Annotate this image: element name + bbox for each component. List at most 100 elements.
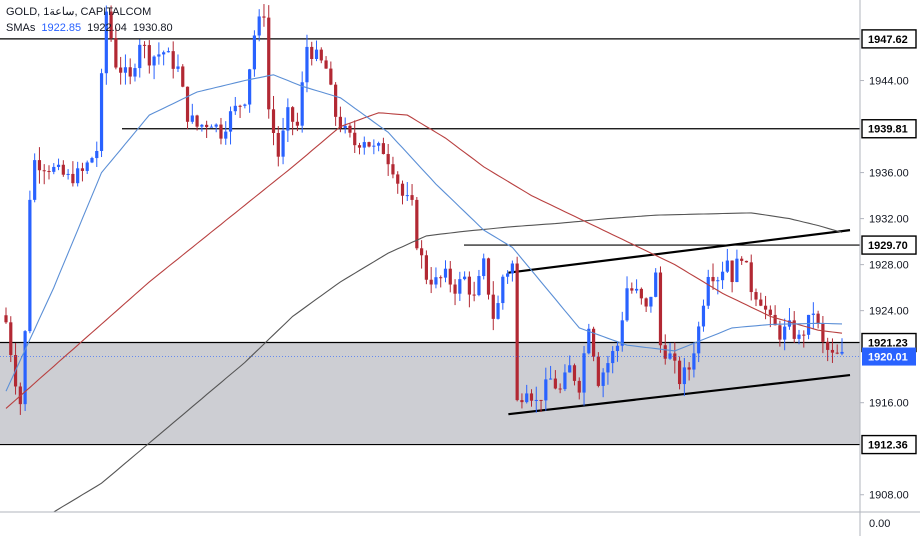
candle-body [147, 45, 151, 66]
candle-body [611, 351, 615, 364]
level-badge-label: 1929.70 [868, 240, 908, 252]
candle-body [9, 322, 13, 356]
candle-body [138, 44, 142, 69]
candle-body [778, 325, 782, 340]
candle-body [677, 360, 682, 385]
candle-body [37, 160, 42, 171]
candle-body [271, 109, 276, 133]
y-tick-label: 1932.00 [869, 214, 909, 226]
candle-body [128, 67, 132, 77]
candle-body [453, 284, 457, 294]
candle-body [515, 263, 519, 401]
symbol-title[interactable]: GOLD, 1ساعة, CAPITALCOM [6, 6, 152, 18]
candle-body [195, 115, 199, 127]
candle-body [735, 258, 739, 283]
level-badge-box [861, 434, 917, 455]
candle-body [396, 174, 400, 184]
candle-body [4, 315, 8, 323]
candle-body [314, 49, 319, 59]
candle-body [372, 145, 376, 147]
candle-body [209, 126, 214, 128]
candle-body [630, 288, 634, 291]
candle-body [744, 260, 749, 263]
candle-body [525, 393, 529, 403]
candle-body [754, 292, 758, 300]
candle-body [267, 17, 271, 110]
candle-body [448, 268, 452, 285]
y-tick-label: 1908.00 [869, 490, 909, 502]
candle-body [405, 195, 409, 197]
candle-body [458, 279, 462, 294]
candle-body [123, 67, 128, 73]
candle-body [768, 309, 772, 315]
level-badge-label: 1939.81 [868, 124, 908, 136]
candle-body [171, 51, 175, 69]
candle-body [730, 260, 734, 283]
candle-body [214, 124, 218, 127]
candle-body [295, 121, 300, 126]
candle-body [386, 154, 390, 165]
candle-body [90, 158, 94, 163]
candle-body [42, 170, 46, 172]
candle-body [133, 68, 137, 77]
candle-body [587, 328, 591, 354]
level-badge: 1921.23 [861, 332, 917, 353]
candle-body [482, 258, 486, 277]
candle-body [687, 367, 691, 370]
current-price-label: 1920.01 [868, 352, 908, 364]
candle-body [620, 320, 624, 346]
candle-body [568, 365, 572, 373]
level-badge: 1939.81 [861, 119, 917, 139]
level-badge-label: 1947.62 [868, 34, 908, 46]
candle-body [61, 164, 65, 175]
candle-body [826, 341, 830, 350]
candle-body [816, 313, 820, 324]
candle-body [157, 54, 161, 57]
candle-body [625, 288, 629, 321]
candle-body [291, 107, 295, 122]
candle-body [606, 363, 610, 373]
candle-body [28, 199, 32, 332]
candle-body [491, 294, 495, 319]
candle-body [615, 345, 620, 352]
candle-body [434, 277, 438, 285]
sma-slow-line [53, 212, 843, 513]
candle-body [467, 276, 471, 295]
candle-body [114, 38, 118, 68]
candle-body [534, 399, 538, 401]
candle-body [601, 372, 605, 386]
candle-body [367, 142, 371, 147]
level-badge: 1912.36 [861, 434, 917, 455]
candle-body [835, 352, 839, 354]
indicator-pane-label: 0.00 [869, 518, 890, 530]
sma-label[interactable]: SMAs [6, 22, 36, 34]
candle-body [338, 116, 342, 128]
candle-body [52, 166, 56, 172]
support-zone [0, 342, 860, 445]
candle-body [591, 328, 596, 357]
candle-body [520, 400, 524, 403]
candle-body [658, 272, 663, 346]
candle-body [228, 111, 233, 132]
candle-body [200, 124, 204, 127]
candle-body [238, 105, 242, 107]
candle-body [472, 294, 476, 296]
candle-body [763, 305, 768, 310]
candle-body [692, 353, 696, 370]
candle-body [749, 262, 753, 293]
candle-body [300, 82, 304, 126]
candle-body [286, 107, 290, 131]
candle-body [716, 280, 720, 282]
y-tick-label: 1936.00 [869, 168, 909, 180]
sma-value-mid: 1922.04 [87, 22, 127, 34]
current-price-badge: 1920.01 [862, 347, 916, 366]
candle-body [802, 334, 806, 336]
candle-body [381, 143, 385, 155]
candle-body [443, 268, 448, 278]
candle-body [66, 173, 70, 175]
candle-body [477, 276, 481, 296]
level-badge-box [861, 235, 917, 255]
candle-body [596, 356, 600, 386]
